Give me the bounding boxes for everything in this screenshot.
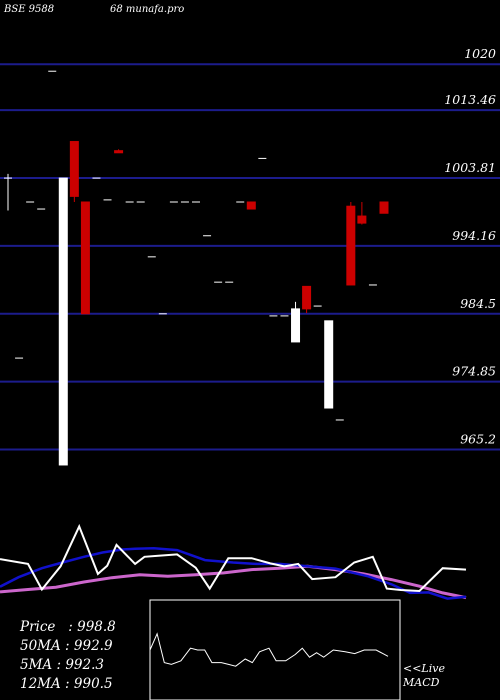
candle-body [324, 320, 334, 409]
candle-body [246, 201, 256, 210]
y-tick-label: 994.16 [452, 228, 496, 243]
y-tick-label: 974.85 [452, 364, 496, 379]
candle-body [58, 177, 68, 466]
stat-12ma-label: 12MA [20, 676, 61, 692]
candle-body [69, 141, 79, 197]
macd-box [149, 599, 401, 700]
stat-price: Price : 998.8 [20, 619, 116, 635]
y-tick-label: 1020 [464, 46, 496, 61]
live-label: <<Live [403, 662, 445, 675]
brand-label: 68 munafa.pro [110, 4, 185, 15]
ma-magenta-line [0, 564, 467, 600]
candle-body [302, 285, 312, 310]
ma-blue-line [0, 546, 467, 600]
stat-50ma-value: 992.9 [73, 638, 113, 654]
stat-5ma: 5MA : 992.3 [20, 657, 104, 673]
ticker-label: BSE 9588 [4, 4, 55, 15]
candle-body [357, 215, 367, 224]
y-tick-label: 965.2 [460, 432, 496, 447]
stats-panel: Price : 998.8 50MA : 992.9 5MA : 992.3 1… [20, 618, 116, 694]
stat-50ma: 50MA : 992.9 [20, 638, 113, 654]
price-line [0, 523, 467, 593]
candle-body [346, 205, 356, 286]
candle-body [114, 150, 124, 154]
y-tick-label: 984.5 [460, 296, 496, 311]
stat-50ma-label: 50MA [20, 638, 61, 654]
stat-price-value: 998.8 [77, 619, 116, 635]
stat-price-label: Price [20, 619, 56, 635]
stat-5ma-value: 992.3 [65, 657, 104, 673]
stat-5ma-label: 5MA [20, 657, 53, 673]
macd-label: MACD [403, 676, 440, 689]
macd-legend: <<Live MACD [403, 662, 445, 690]
stat-12ma: 12MA : 990.5 [20, 676, 113, 692]
y-tick-label: 1013.46 [444, 92, 496, 107]
y-tick-label: 1003.81 [444, 160, 496, 175]
candle-body [80, 201, 90, 315]
macd-line [149, 632, 389, 667]
candle-body [379, 201, 389, 214]
candle-body [291, 308, 301, 343]
stat-12ma-value: 990.5 [73, 676, 113, 692]
